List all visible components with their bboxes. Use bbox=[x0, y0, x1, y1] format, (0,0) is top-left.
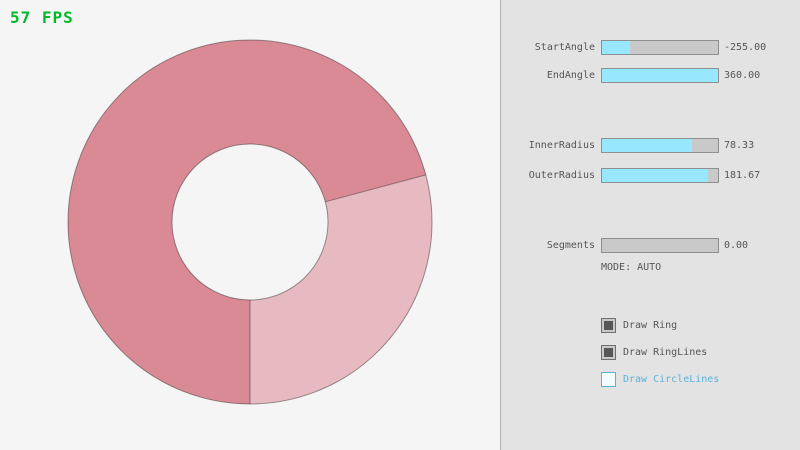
draw-circlelines-label: Draw CircleLines bbox=[623, 374, 720, 385]
segments-slider[interactable] bbox=[601, 238, 719, 253]
slider-row-endangle: EndAngle 360.00 bbox=[501, 68, 800, 84]
ring-boundary-line bbox=[325, 174, 426, 203]
slider-row-startangle: StartAngle -255.00 bbox=[501, 40, 800, 56]
endangle-slider-fill bbox=[602, 69, 718, 82]
slider-row-segments: Segments 0.00 bbox=[501, 238, 800, 254]
ring-canvas bbox=[67, 39, 433, 405]
draw-circlelines-checkbox[interactable] bbox=[601, 372, 616, 387]
startangle-label: StartAngle bbox=[534, 42, 595, 53]
draw-circlelines-row: Draw CircleLines bbox=[601, 372, 791, 387]
ring-segment-dark bbox=[68, 39, 426, 404]
draw-ringlines-row: Draw RingLines bbox=[601, 345, 791, 360]
outerradius-slider[interactable] bbox=[601, 168, 719, 183]
fps-counter: 57 FPS bbox=[10, 8, 74, 27]
ring-segment-light bbox=[250, 174, 432, 404]
innerradius-label: InnerRadius bbox=[528, 140, 595, 151]
ring-svg bbox=[67, 39, 433, 405]
startangle-slider-fill bbox=[602, 41, 630, 54]
endangle-slider[interactable] bbox=[601, 68, 719, 83]
slider-row-innerradius: InnerRadius 78.33 bbox=[501, 138, 800, 154]
draw-ring-checkbox[interactable] bbox=[601, 318, 616, 333]
innerradius-value: 78.33 bbox=[724, 140, 755, 151]
ring-outline-circle bbox=[171, 143, 329, 301]
outerradius-label: OuterRadius bbox=[528, 170, 595, 181]
segments-label: Segments bbox=[546, 240, 595, 251]
endangle-label: EndAngle bbox=[546, 70, 595, 81]
outerradius-slider-fill bbox=[602, 169, 708, 182]
startangle-slider[interactable] bbox=[601, 40, 719, 55]
endangle-value: 360.00 bbox=[724, 70, 761, 81]
draw-ringlines-checkbox[interactable] bbox=[601, 345, 616, 360]
control-panel: StartAngle -255.00 EndAngle 360.00 Inner… bbox=[500, 0, 800, 450]
innerradius-slider[interactable] bbox=[601, 138, 719, 153]
outerradius-value: 181.67 bbox=[724, 170, 761, 181]
draw-ring-label: Draw Ring bbox=[623, 320, 678, 331]
startangle-value: -255.00 bbox=[724, 42, 767, 53]
segments-value: 0.00 bbox=[724, 240, 749, 251]
slider-row-outerradius: OuterRadius 181.67 bbox=[501, 168, 800, 184]
draw-ring-row: Draw Ring bbox=[601, 318, 791, 333]
mode-text: MODE: AUTO bbox=[601, 262, 662, 273]
ring-outline-circle bbox=[67, 39, 433, 405]
innerradius-slider-fill bbox=[602, 139, 693, 152]
draw-ringlines-label: Draw RingLines bbox=[623, 347, 708, 358]
